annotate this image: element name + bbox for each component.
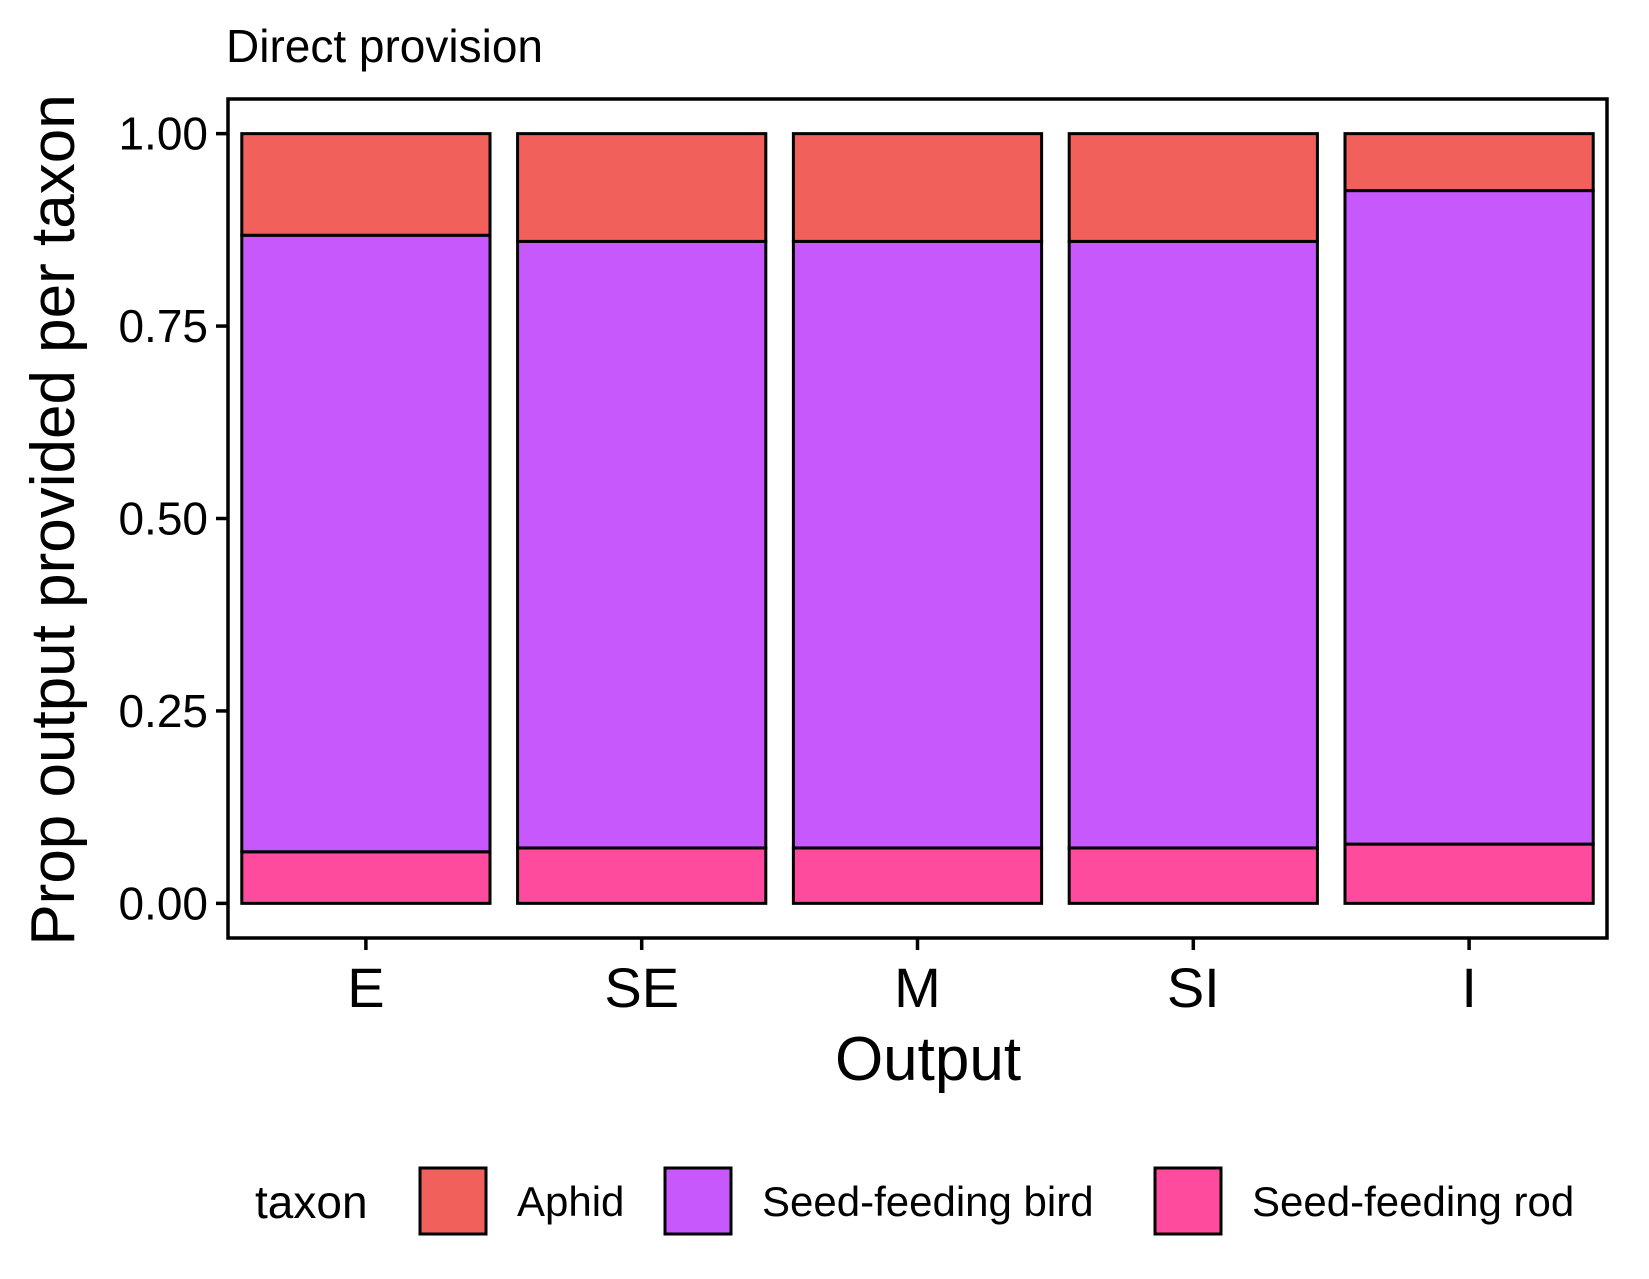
bar-e-seed-feeding-rod <box>240 850 492 905</box>
bar-i-aphid <box>1343 132 1595 193</box>
bar-si-seed-feeding-bird <box>1067 239 1319 850</box>
y-tick-label: 0.50 <box>118 493 208 545</box>
plot-area <box>240 132 1595 905</box>
legend-key-seed-feeding-rod <box>1153 1166 1223 1236</box>
bar-e-seed-feeding-bird <box>240 233 492 854</box>
bar-i-seed-feeding-rod <box>1343 842 1595 905</box>
y-tick-label: 1.00 <box>118 108 208 160</box>
legend: taxon Aphid Seed-feeding bird Seed-feeding… <box>255 1166 1574 1236</box>
y-tick-label: 0.00 <box>118 877 208 929</box>
bar-m-seed-feeding-bird <box>791 239 1044 850</box>
y-axis: 0.00 0.25 0.50 0.75 1.00 <box>118 108 228 929</box>
y-axis-title: Prop output provided per taxon <box>19 94 88 945</box>
bar-i-seed-feeding-bird <box>1343 189 1595 846</box>
bar-si-seed-feeding-rod <box>1067 846 1319 905</box>
chart-title: Direct provision <box>226 20 543 72</box>
bar-e-aphid <box>240 132 492 237</box>
bar-se-aphid <box>516 132 768 243</box>
bar-m-seed-feeding-rod <box>791 846 1044 905</box>
bar-se-seed-feeding-rod <box>516 846 768 905</box>
x-tick-label: M <box>894 956 941 1019</box>
legend-key-aphid <box>418 1166 488 1236</box>
legend-label-seed-feeding-bird: Seed-feeding bird <box>762 1178 1094 1225</box>
bar-si-aphid <box>1067 132 1319 243</box>
x-tick-label: I <box>1461 956 1477 1019</box>
legend-key-seed-feeding-bird <box>663 1166 733 1236</box>
legend-title: taxon <box>255 1176 368 1228</box>
x-tick-label: SI <box>1167 956 1220 1019</box>
y-tick-label: 0.25 <box>118 685 208 737</box>
x-axis: E SE M SI I <box>347 938 1477 1019</box>
bar-m-aphid <box>791 132 1044 243</box>
x-tick-label: E <box>347 956 384 1019</box>
x-tick-label: SE <box>604 956 679 1019</box>
y-tick-label: 0.75 <box>118 300 208 352</box>
bar-se-seed-feeding-bird <box>516 239 768 850</box>
x-axis-title: Output <box>835 1025 1021 1094</box>
legend-label-aphid: Aphid <box>517 1178 624 1225</box>
legend-label-seed-feeding-rod: Seed-feeding rod <box>1252 1178 1574 1225</box>
